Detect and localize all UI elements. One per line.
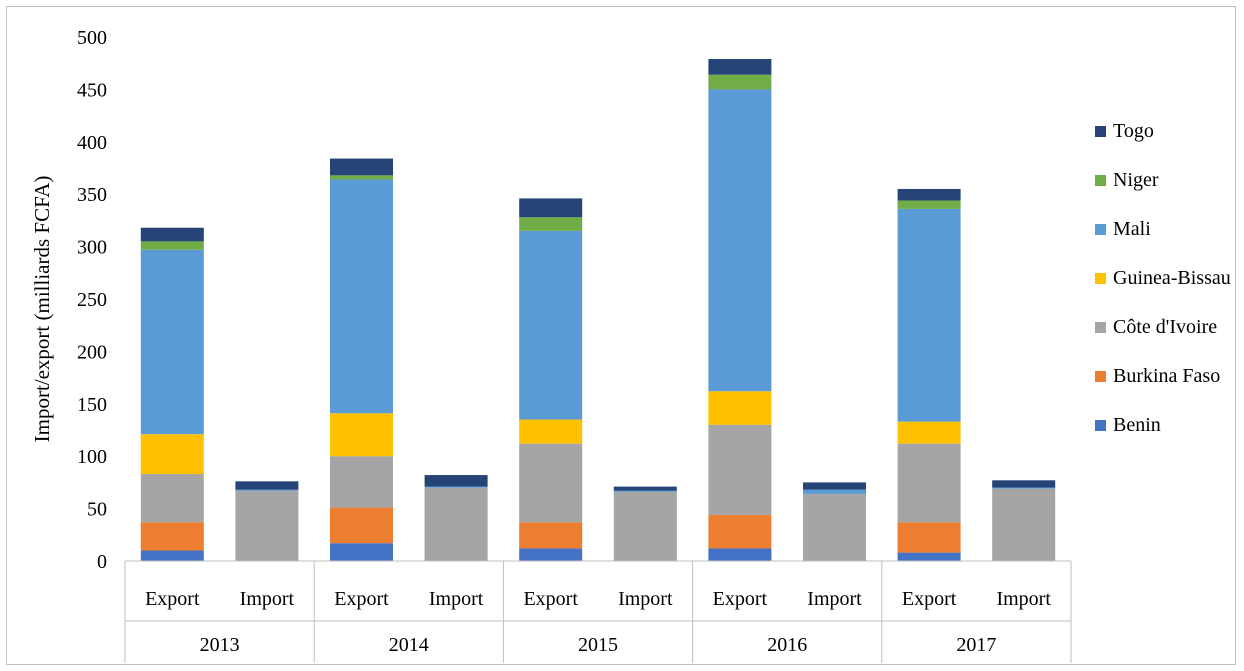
bar-segment xyxy=(330,413,393,457)
bar-segment xyxy=(330,456,393,508)
bar-segment xyxy=(330,507,393,544)
x-category-label: Import xyxy=(429,588,484,610)
y-tick-label: 300 xyxy=(77,237,107,259)
bar-segment xyxy=(140,522,204,551)
bar-segment xyxy=(613,486,677,491)
y-tick-label: 100 xyxy=(77,446,107,468)
bar-segment xyxy=(235,490,299,561)
bar-segment xyxy=(897,188,961,201)
bar-segment xyxy=(140,241,204,250)
legend-swatch xyxy=(1095,273,1106,284)
bar-segment xyxy=(424,487,488,561)
stacked-bar-chart: 0 50 100 150 200 250 300 350 400 450 500 Export Imp… xyxy=(30,27,1231,663)
legend-label: Burkina Faso xyxy=(1113,365,1220,387)
y-tick-label: 250 xyxy=(77,289,107,311)
x-category-label: Export xyxy=(145,588,200,610)
legend: Togo Niger Mali Guinea-Bissau Côte d'Ivoire B… xyxy=(1095,120,1231,436)
bar-segment xyxy=(708,59,772,75)
bar-segment xyxy=(803,482,866,490)
legend-swatch xyxy=(1095,175,1106,186)
x-group-label: 2017 xyxy=(956,634,996,656)
x-category-label: Export xyxy=(334,588,389,610)
bar-segment xyxy=(613,491,677,561)
bar-segment xyxy=(235,489,299,491)
bar-segment xyxy=(613,490,677,492)
y-axis-label: Import/export (milliards FCFA) xyxy=(30,176,54,443)
y-tick-label: 400 xyxy=(77,132,107,154)
legend-label: Mali xyxy=(1113,218,1151,240)
bar-segment xyxy=(519,419,583,444)
x-group-label: 2015 xyxy=(578,634,618,656)
bar-segment xyxy=(140,249,204,435)
bar-segment xyxy=(992,487,1056,489)
chart-frame: 0 50 100 150 200 250 300 350 400 450 500 Export Imp… xyxy=(6,6,1236,665)
x-category-label: Export xyxy=(902,588,957,610)
legend-label: Togo xyxy=(1113,120,1154,142)
x-category-label: Import xyxy=(996,588,1051,610)
bar-segment xyxy=(897,200,961,209)
legend-label: Côte d'Ivoire xyxy=(1113,316,1217,338)
bar-segment xyxy=(235,481,299,490)
x-group-label: 2016 xyxy=(767,634,807,656)
x-axis: Export Import Export Import Export Import Expo… xyxy=(124,560,1072,663)
y-tick-label: 0 xyxy=(97,551,107,573)
bar-segment xyxy=(708,514,772,549)
x-category-label: Export xyxy=(713,588,768,610)
legend-swatch xyxy=(1095,322,1106,333)
bar-segment xyxy=(140,434,204,475)
x-group-label: 2013 xyxy=(200,634,240,656)
bar-segment xyxy=(803,493,866,561)
bar-segment xyxy=(519,522,583,549)
bar-segment xyxy=(992,480,1056,488)
y-tick-label: 450 xyxy=(77,79,107,101)
bar-segment xyxy=(424,486,488,488)
bar-segment xyxy=(519,443,583,523)
bar-segment xyxy=(140,227,204,242)
legend-swatch xyxy=(1095,371,1106,382)
x-group-label: 2014 xyxy=(389,634,429,656)
bar-segment xyxy=(708,424,772,515)
bar-segment xyxy=(897,552,961,561)
legend-label: Niger xyxy=(1113,169,1159,191)
legend-swatch xyxy=(1095,224,1106,235)
bar-segment xyxy=(708,391,772,425)
bar-segment xyxy=(897,208,961,422)
bar-segment xyxy=(330,175,393,180)
y-axis: 0 50 100 150 200 250 300 350 400 450 500 xyxy=(77,27,107,573)
y-tick-label: 50 xyxy=(87,499,107,521)
bars xyxy=(140,59,1056,561)
y-tick-label: 350 xyxy=(77,184,107,206)
bar-segment xyxy=(897,522,961,553)
legend-swatch xyxy=(1095,126,1106,137)
bar-segment xyxy=(519,217,583,231)
bar-segment xyxy=(519,230,583,420)
y-tick-label: 500 xyxy=(77,27,107,49)
bar-segment xyxy=(708,548,772,561)
bar-segment xyxy=(992,488,1056,561)
x-category-label: Import xyxy=(618,588,673,610)
x-category-label: Import xyxy=(240,588,295,610)
y-tick-label: 200 xyxy=(77,341,107,363)
legend-label: Benin xyxy=(1113,414,1161,436)
bar-segment xyxy=(708,89,772,392)
bar-segment xyxy=(897,443,961,523)
x-category-label: Import xyxy=(807,588,862,610)
legend-swatch xyxy=(1095,420,1106,431)
bar-segment xyxy=(330,543,393,561)
bar-segment xyxy=(330,179,393,414)
y-tick-label: 150 xyxy=(77,394,107,416)
bar-segment xyxy=(519,548,583,561)
bar-segment xyxy=(140,550,204,561)
bar-segment xyxy=(330,158,393,176)
bar-segment xyxy=(424,475,488,487)
bar-segment xyxy=(897,421,961,444)
x-category-label: Export xyxy=(523,588,578,610)
bar-segment xyxy=(803,489,866,494)
bar-segment xyxy=(708,74,772,90)
bar-segment xyxy=(140,474,204,523)
legend-label: Guinea-Bissau xyxy=(1113,267,1231,289)
bar-segment xyxy=(519,198,583,218)
